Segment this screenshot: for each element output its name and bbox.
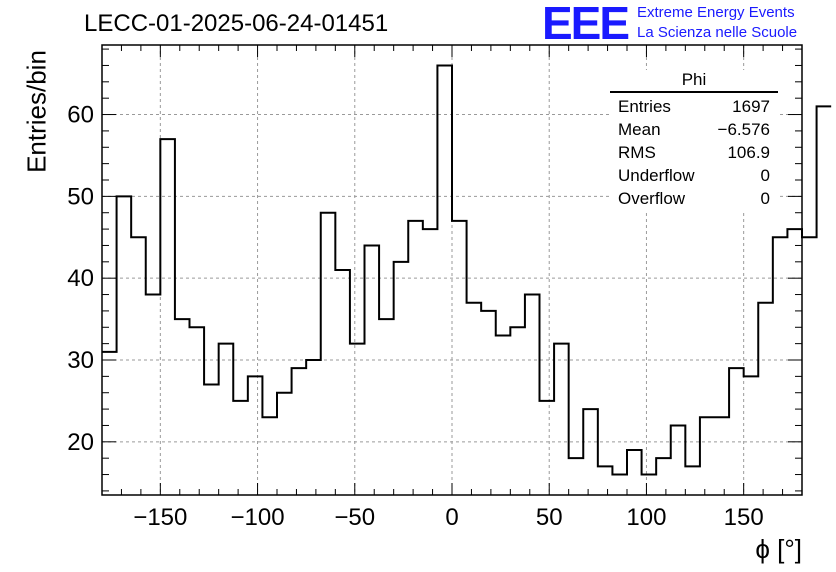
y-axis-label: Entries/bin — [21, 50, 52, 173]
stats-label: Underflow — [618, 166, 695, 185]
stats-value: 0 — [760, 189, 770, 208]
stats-label: RMS — [618, 143, 656, 162]
stats-title: Phi — [610, 70, 778, 93]
stats-row-mean: Mean −6.576 — [610, 118, 778, 141]
x-tick-label: 0 — [445, 504, 458, 531]
stats-row-overflow: Overflow 0 — [610, 187, 778, 210]
stats-row-entries: Entries 1697 — [610, 95, 778, 118]
y-tick-label: 30 — [67, 347, 94, 374]
logo-line-2: La Scienza nelle Scuole — [637, 24, 798, 41]
logo-line-1: Extreme Energy Events — [637, 4, 795, 21]
y-tick-label: 60 — [67, 102, 94, 129]
stats-value: 0 — [760, 166, 770, 185]
plot-frame — [101, 44, 803, 496]
y-tick-label: 20 — [67, 429, 94, 456]
stats-row-underflow: Underflow 0 — [610, 164, 778, 187]
stats-label: Mean — [618, 120, 661, 139]
eee-logo: EEE — [542, 0, 630, 49]
stats-label: Entries — [618, 97, 671, 116]
stats-row-rms: RMS 106.9 — [610, 141, 778, 164]
x-tick-label: 50 — [536, 504, 563, 531]
x-tick-label: −50 — [334, 504, 375, 531]
x-tick-label: −150 — [133, 504, 187, 531]
histogram-series-line — [102, 64, 832, 476]
stats-box: Phi Entries 1697 Mean −6.576 RMS 106.9 U… — [610, 70, 778, 210]
y-tick-label: 50 — [67, 183, 94, 210]
x-tick-label: −100 — [231, 504, 285, 531]
stats-label: Overflow — [618, 189, 686, 208]
stats-value: 1697 — [732, 97, 770, 116]
chart-title: LECC-01-2025-06-24-01451 — [84, 10, 389, 37]
stats-value: −6.576 — [717, 120, 770, 139]
x-tick-label: 150 — [724, 504, 764, 531]
x-tick-label: 100 — [626, 504, 666, 531]
y-tick-label: 40 — [67, 265, 94, 292]
stats-value: 106.9 — [727, 143, 770, 162]
x-axis-label: ϕ [°] — [755, 534, 802, 564]
